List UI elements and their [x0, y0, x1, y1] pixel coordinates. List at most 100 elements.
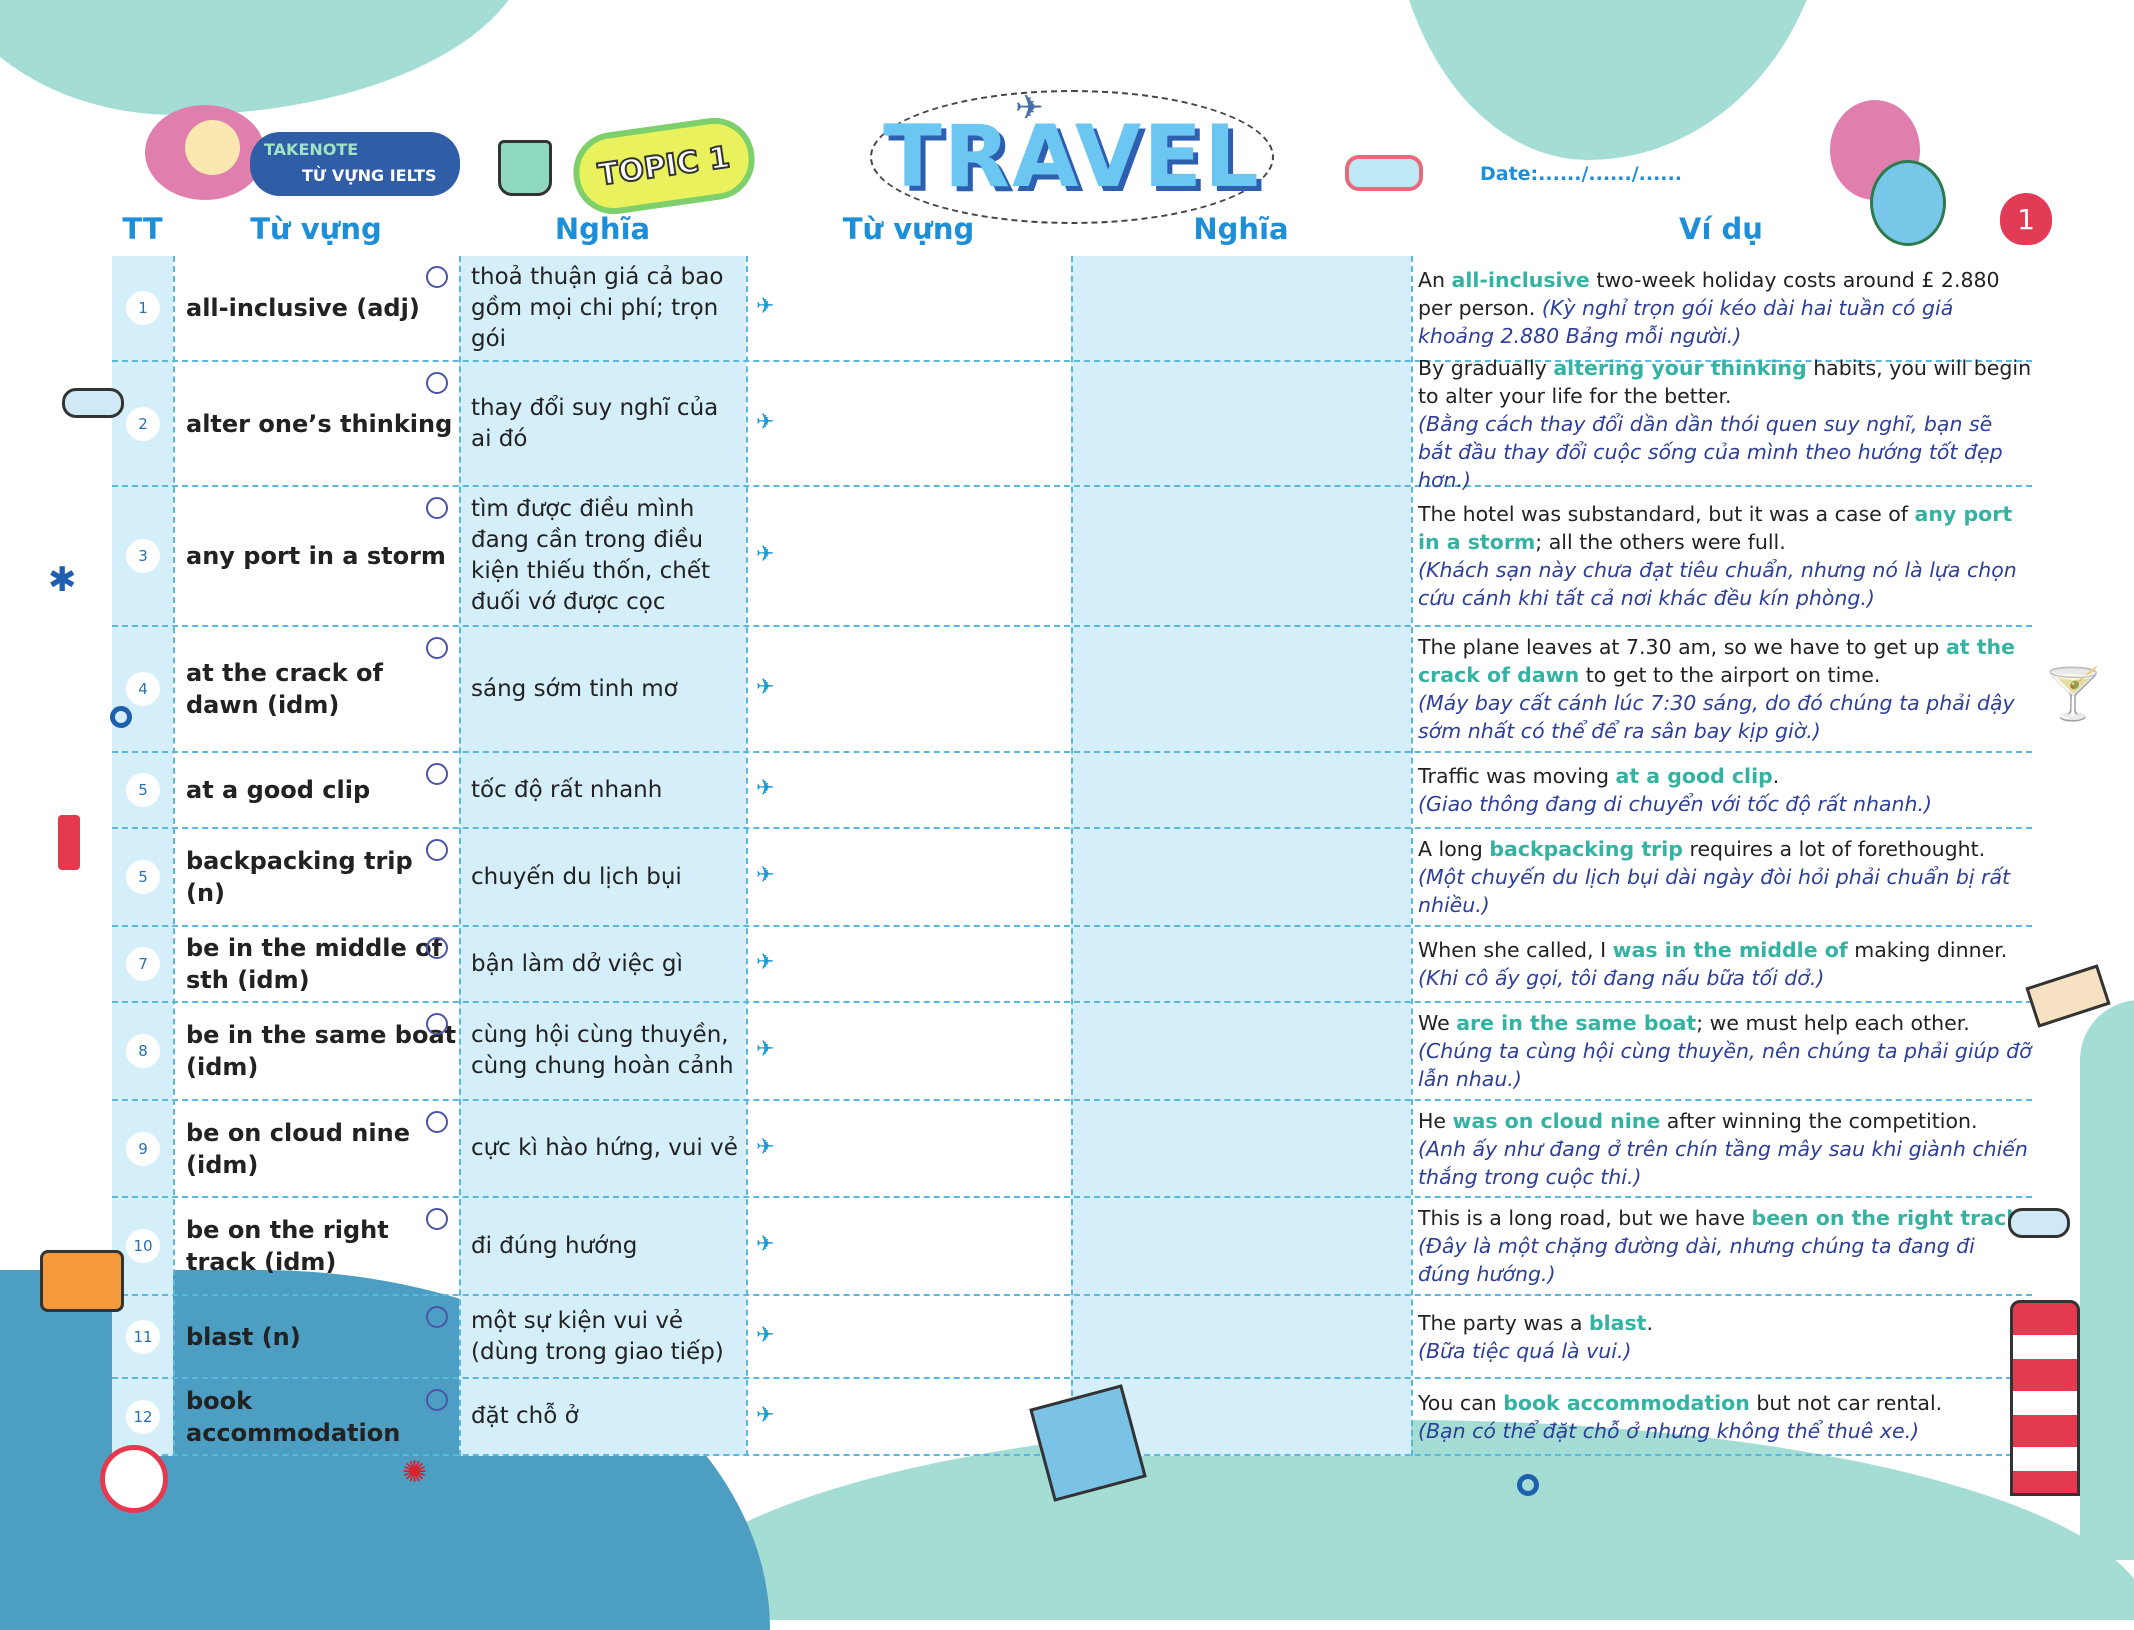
example-translation: (Khi cô ấy gọi, tôi đang nấu bữa tối dở.… [1418, 966, 1825, 990]
table-row: 8 be in the same boat (idm) cùng hội cùn… [112, 1003, 2032, 1101]
vocab-meaning: cực kì hào hứng, vui vẻ [471, 1135, 738, 1161]
header-word-blank: Từ vựng [842, 212, 975, 246]
checkbox-circle[interactable] [426, 763, 448, 785]
example-highlight: blast [1588, 1310, 1647, 1335]
vocab-meaning: tìm được điều mình đang cần trong điều k… [471, 496, 711, 615]
example-translation: (Một chuyến du lịch bụi dài ngày đòi hỏi… [1418, 865, 2011, 917]
vocab-meaning: đi đúng hướng [471, 1232, 638, 1259]
vocab-meaning: cùng hội cùng thuyền, cùng chung hoàn cả… [471, 1022, 734, 1079]
vocab-word: blast (n) [186, 1322, 301, 1351]
row-number: 11 [126, 1319, 160, 1354]
airplane-bullet-icon: ✈ [756, 675, 775, 700]
example-text: habits, you will begin to alter your lif… [1418, 355, 2032, 408]
header-meaning-blank: Nghĩa [1193, 212, 1289, 246]
row-number: 7 [126, 947, 160, 981]
example-highlight: was on cloud nine [1452, 1108, 1661, 1133]
example: We are in the same boat; we must help ea… [1418, 1003, 2032, 1099]
example-highlight: at a good clip [1615, 764, 1773, 788]
checkbox-circle[interactable] [426, 1013, 448, 1035]
travel-title: TRAVEL [883, 107, 1261, 207]
row-number: 4 [126, 672, 160, 706]
example-text: ; all the others were full. [1535, 530, 1786, 554]
checkbox-circle[interactable] [426, 637, 448, 659]
row-number: 12 [126, 1399, 160, 1434]
table-row: 9 be on cloud nine (idm) cực kì hào hứng… [112, 1101, 2032, 1198]
example-text: Traffic was moving [1418, 764, 1616, 788]
vocab-word: be on the right track (idm) [186, 1216, 389, 1276]
example-text: after winning the competition. [1660, 1108, 1978, 1133]
example-highlight: was in the middle of [1612, 938, 1848, 962]
vocabulary-table: 1 all-inclusive (adj) thoả thuận giá cả … [112, 256, 2032, 1456]
checkbox-circle[interactable] [426, 1306, 448, 1328]
drink-cup-icon [58, 815, 80, 870]
suitcase-icon [40, 1250, 124, 1312]
example-translation: (Máy bay cất cánh lúc 7:30 sáng, do đó c… [1418, 691, 2015, 743]
header-tt: TT [122, 212, 163, 246]
ielts-vocab-label: TỪ VỰNG IELTS [302, 166, 437, 185]
airplane-bullet-icon: ✈ [756, 863, 775, 888]
example: You can book accommodation but not car r… [1418, 1379, 2032, 1454]
table-row: 3 any port in a storm tìm được điều mình… [112, 487, 2032, 627]
divider [459, 256, 461, 1456]
airplane-bullet-icon: ✈ [756, 776, 775, 801]
example-translation: (Đây là một chặng đường dài, nhưng chúng… [1418, 1234, 1975, 1286]
table-row: 7 be in the middle of sth (idm) bận làm … [112, 927, 2032, 1003]
checkbox-circle[interactable] [426, 497, 448, 519]
table-row: 5 backpacking trip (n) chuyến du lịch bụ… [112, 829, 2032, 927]
checkbox-circle[interactable] [426, 1208, 448, 1230]
example-highlight: all-inclusive [1451, 268, 1590, 292]
example-translation: (Giao thông đang di chuyển với tốc độ rấ… [1418, 792, 1933, 816]
header-example: Ví dụ [1679, 212, 1763, 246]
mascot-globe-icon [1830, 100, 1946, 250]
example-text: . [1772, 764, 1780, 788]
example-text: ; we must help each other. [1696, 1011, 1970, 1035]
example: This is a long road, but we have been on… [1418, 1198, 2032, 1294]
header-meaning: Nghĩa [554, 212, 651, 246]
example-highlight: book accommodation [1503, 1390, 1750, 1415]
checkbox-circle[interactable] [426, 1111, 448, 1133]
row-number: 9 [126, 1131, 160, 1166]
example-text: We [1418, 1011, 1457, 1035]
example-text: By gradually [1418, 355, 1554, 380]
checkbox-circle[interactable] [426, 266, 448, 288]
example-text: requires a lot of forethought. [1682, 837, 1986, 861]
divider [173, 256, 175, 1456]
row-number: 5 [126, 860, 160, 894]
example-text: making dinner. [1847, 938, 2008, 962]
vocab-word: at the crack of dawn (idm) [186, 659, 383, 719]
example-highlight: are in the same boat [1456, 1011, 1697, 1035]
example-text: two-week holiday costs around £ 2.880 pe… [1418, 268, 2000, 320]
header-word: Từ vựng [250, 212, 382, 246]
divider [746, 256, 748, 1456]
example-translation: (Khách sạn này chưa đạt tiêu chuẩn, nhưn… [1418, 558, 2017, 610]
mascot-icon [145, 105, 265, 200]
example-highlight: backpacking trip [1489, 837, 1683, 861]
example-text: The plane leaves at 7.30 am, so we have … [1418, 635, 1946, 659]
vocab-meaning: sáng sớm tinh mơ [471, 675, 678, 702]
checkbox-circle[interactable] [426, 937, 448, 959]
example: The plane leaves at 7.30 am, so we have … [1418, 627, 2032, 751]
example: By gradually altering your thinking habi… [1418, 356, 2032, 492]
checkbox-circle[interactable] [426, 372, 448, 394]
example: An all-inclusive two-week holiday costs … [1418, 256, 2032, 360]
example: Traffic was moving at a good clip. (Giao … [1418, 753, 2032, 827]
vocab-word: be in the middle of sth (idm) [186, 934, 443, 994]
row-number: 5 [126, 773, 160, 807]
airplane-bullet-icon: ✈ [756, 1037, 775, 1062]
table-row: 2 alter one’s thinking thay đổi suy nghĩ… [112, 356, 2032, 492]
apple-page-badge: 1 [2000, 193, 2052, 245]
airplane-bullet-icon: ✈ [756, 1402, 775, 1428]
date-field[interactable]: Date:....../....../...... [1480, 163, 1682, 185]
background-blob-right [2080, 1000, 2134, 1560]
travel-title-logo: TRAVEL [870, 90, 1274, 224]
checkbox-circle[interactable] [426, 839, 448, 861]
checkbox-circle[interactable] [426, 1389, 448, 1411]
vocab-meaning: bận làm dở việc gì [471, 950, 683, 977]
vocab-meaning: chuyến du lịch bụi [471, 863, 682, 890]
divider [1411, 256, 1413, 1456]
example-text: but not car rental. [1749, 1390, 1943, 1415]
example: The party was a blast. (Bữa tiệc quá là v… [1418, 1296, 2032, 1377]
ring-icon [110, 706, 132, 728]
cloud-icon [2008, 1208, 2070, 1238]
vocab-word: all-inclusive (adj) [186, 294, 420, 322]
